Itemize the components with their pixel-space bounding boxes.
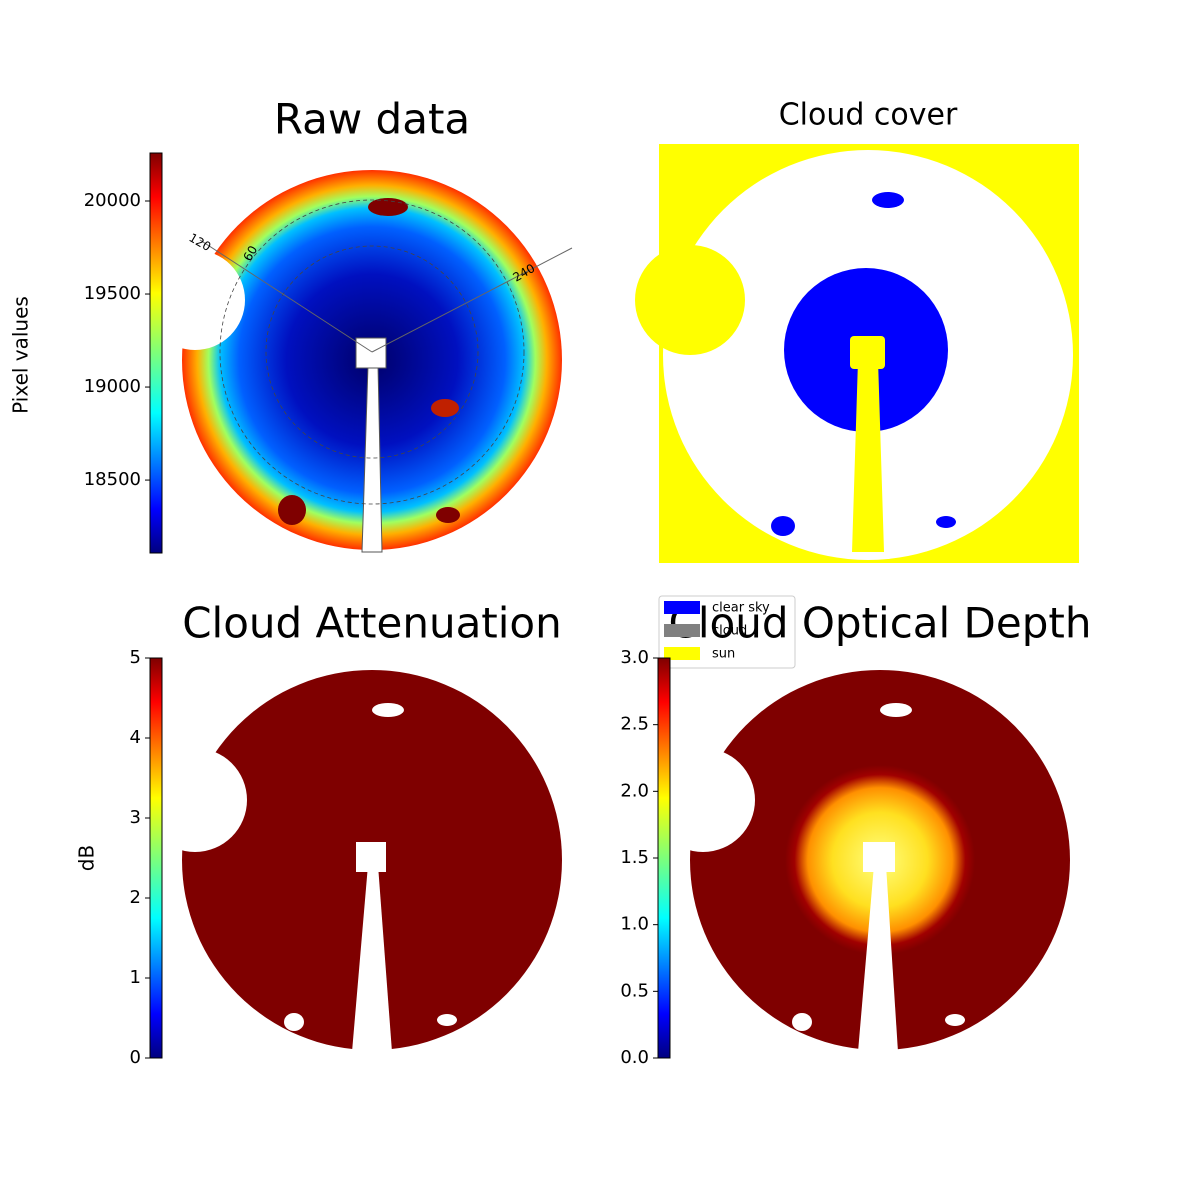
- tick-label: 18500: [84, 469, 141, 490]
- legend-label: sun: [712, 647, 735, 662]
- legend-swatch: [664, 624, 700, 637]
- colorbar: [149, 152, 163, 554]
- tick-label: 5: [130, 647, 141, 668]
- tick-label: 1.5: [620, 847, 649, 868]
- tick-label: 19500: [84, 283, 141, 304]
- tick-label: 2: [130, 887, 141, 908]
- panel-title: Raw data: [274, 95, 470, 144]
- legend-label: cloud: [712, 624, 747, 639]
- panel-title: Cloud cover: [779, 98, 958, 133]
- tick-label: 20000: [84, 190, 141, 211]
- tick-label: 0: [130, 1047, 141, 1068]
- panel-title: Cloud Attenuation: [182, 599, 562, 648]
- tick-label: 1.0: [620, 914, 649, 935]
- tick-label: 19000: [84, 376, 141, 397]
- tick-label: 2.5: [620, 714, 649, 735]
- tick-label: 3.0: [620, 647, 649, 668]
- colorbar: [149, 657, 163, 1059]
- y-axis-label: Pixel values: [9, 296, 33, 414]
- legend-swatch: [664, 601, 700, 614]
- panel-title: Cloud Optical Depth: [669, 599, 1092, 648]
- legend-swatch: [664, 647, 700, 660]
- annotation: 60: [240, 243, 260, 263]
- optical-depth-image: [651, 670, 1070, 1052]
- legend-label: clear sky: [712, 601, 770, 616]
- tick-label: 1: [130, 967, 141, 988]
- tick-label: 0.0: [620, 1047, 649, 1068]
- tick-label: 4: [130, 727, 141, 748]
- cloud-cover-image: [635, 144, 1079, 563]
- tick-label: 3: [130, 807, 141, 828]
- tick-label: 2.0: [620, 780, 649, 801]
- y-axis-label: dB: [75, 845, 99, 871]
- attenuation-image: [143, 670, 562, 1052]
- raw-image: [145, 170, 573, 553]
- colorbar: [657, 657, 671, 1059]
- tick-label: 0.5: [620, 980, 649, 1001]
